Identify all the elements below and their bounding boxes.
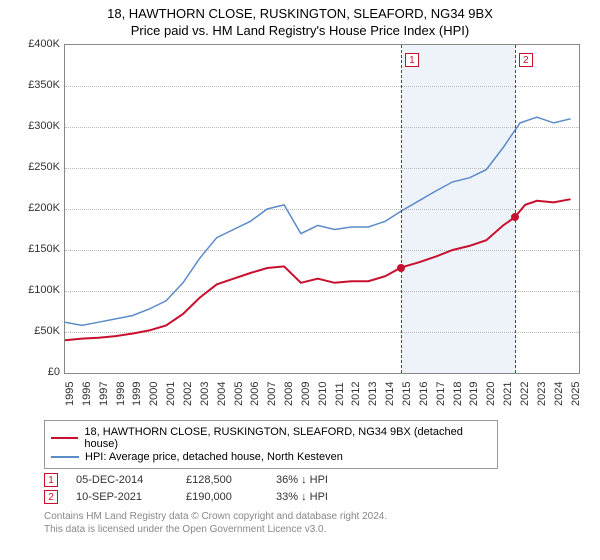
legend-swatch [51,437,78,439]
legend-row: 18, HAWTHORN CLOSE, RUSKINGTON, SLEAFORD… [51,426,491,450]
marker-row-price: £190,000 [186,491,276,503]
marker-row-pct: 36% ↓ HPI [276,474,386,486]
x-tick-label: 2010 [317,382,329,406]
marker-line [515,45,516,373]
x-tick-label: 2016 [418,382,430,406]
x-tick-label: 2025 [570,382,582,406]
marker-table-row: 1 05-DEC-2014£128,50036% ↓ HPI [44,473,580,487]
marker-dot [397,264,405,272]
marker-row-box: 2 [44,490,58,504]
y-tick-label: £150K [20,243,60,255]
x-tick-label: 2002 [182,382,194,406]
marker-row-pct: 33% ↓ HPI [276,491,386,503]
chart-area: £0£50K£100K£150K£200K£250K£300K£350K£400… [20,44,580,414]
x-tick-label: 2004 [216,382,228,406]
title-block: 18, HAWTHORN CLOSE, RUSKINGTON, SLEAFORD… [0,0,600,40]
x-tick-label: 2019 [468,382,480,406]
y-tick-label: £200K [20,202,60,214]
x-tick-label: 2003 [199,382,211,406]
x-tick-label: 2007 [266,382,278,406]
footer-line1: Contains HM Land Registry data © Crown c… [44,510,580,523]
marker-row-date: 10-SEP-2021 [76,491,186,503]
x-tick-label: 2005 [233,382,245,406]
legend: 18, HAWTHORN CLOSE, RUSKINGTON, SLEAFORD… [44,420,498,469]
marker-dot [511,213,519,221]
legend-swatch [51,456,79,458]
marker-table-row: 2 10-SEP-2021£190,00033% ↓ HPI [44,490,580,504]
marker-box: 1 [405,53,419,67]
y-tick-label: £100K [20,284,60,296]
x-tick-label: 2008 [283,382,295,406]
footer-line2: This data is licensed under the Open Gov… [44,523,580,536]
x-tick-label: 2021 [502,382,514,406]
series-line-hpi [65,117,571,325]
x-tick-label: 1998 [115,382,127,406]
y-tick-label: £250K [20,161,60,173]
x-tick-label: 2006 [249,382,261,406]
x-tick-label: 2014 [384,382,396,406]
x-tick-label: 1999 [131,382,143,406]
marker-box: 2 [519,53,533,67]
plot-area: 12 [64,44,580,374]
y-tick-label: £300K [20,120,60,132]
x-tick-label: 2024 [553,382,565,406]
footer: Contains HM Land Registry data © Crown c… [44,510,580,536]
x-tick-label: 2020 [485,382,497,406]
legend-label: 18, HAWTHORN CLOSE, RUSKINGTON, SLEAFORD… [84,426,491,450]
x-tick-label: 2023 [536,382,548,406]
y-tick-label: £400K [20,38,60,50]
x-axis-labels: 1995 1996 1997 1998 1999 2000 2001 2002 2003 2004… [64,376,580,416]
line-svg [65,45,579,373]
marker-table: 1 05-DEC-2014£128,50036% ↓ HPI 2 10-SEP-202… [44,473,580,504]
y-tick-label: £50K [20,325,60,337]
x-tick-label: 2011 [334,382,346,406]
marker-row-box: 1 [44,473,58,487]
x-tick-label: 2022 [519,382,531,406]
chart-container: 18, HAWTHORN CLOSE, RUSKINGTON, SLEAFORD… [0,0,600,560]
x-tick-label: 1997 [98,382,110,406]
legend-row: HPI: Average price, detached house, Nort… [51,451,491,463]
x-tick-label: 2012 [350,382,362,406]
series-line-property [65,199,571,340]
x-tick-label: 2009 [300,382,312,406]
x-tick-label: 2001 [165,382,177,406]
marker-row-date: 05-DEC-2014 [76,474,186,486]
title-subtitle: Price paid vs. HM Land Registry's House … [0,23,600,38]
y-tick-label: £0 [20,366,60,378]
x-tick-label: 2017 [435,382,447,406]
x-tick-label: 2015 [401,382,413,406]
x-tick-label: 2013 [367,382,379,406]
marker-row-price: £128,500 [186,474,276,486]
x-tick-label: 2018 [452,382,464,406]
x-tick-label: 1996 [81,382,93,406]
x-tick-label: 2000 [148,382,160,406]
x-tick-label: 1995 [64,382,76,406]
marker-line [401,45,402,373]
title-address: 18, HAWTHORN CLOSE, RUSKINGTON, SLEAFORD… [0,6,600,21]
legend-label: HPI: Average price, detached house, Nort… [85,451,343,463]
y-tick-label: £350K [20,79,60,91]
